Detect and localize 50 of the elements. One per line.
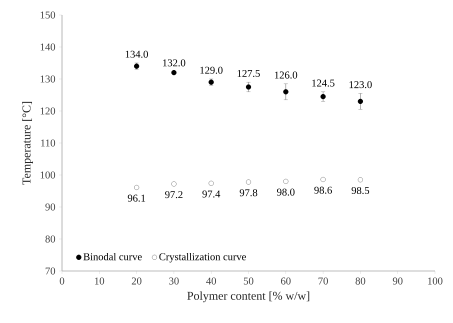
legend-label: Crystallization curve xyxy=(159,252,246,262)
y-tick-label: 120 xyxy=(40,107,56,115)
x-tick-label: 30 xyxy=(169,278,179,285)
y-tick-label: 150 xyxy=(40,11,56,19)
data-label: 98.0 xyxy=(277,188,295,196)
legend-label: Binodal curve xyxy=(83,252,142,260)
y-tick-label: 70 xyxy=(46,267,56,275)
point xyxy=(320,94,326,100)
point xyxy=(283,89,288,94)
x-tick-label: 90 xyxy=(392,278,403,285)
point xyxy=(283,178,288,184)
point xyxy=(134,184,140,190)
x-axis-title: Polymer content [% w/w] xyxy=(187,291,310,302)
data-label: 126.0 xyxy=(274,72,298,79)
data-label: 132.0 xyxy=(163,59,186,66)
data-label: 98.5 xyxy=(352,186,370,194)
x-tick-label: 70 xyxy=(318,278,328,285)
data-label: 97.8 xyxy=(240,189,258,196)
x-tick-label: 60 xyxy=(281,278,291,285)
y-tick-label: 100 xyxy=(40,171,56,179)
x-tick-label: 50 xyxy=(244,278,254,285)
data-label: 123.0 xyxy=(350,81,372,88)
y-tick-label: 110 xyxy=(41,139,56,147)
x-tick-label: 0 xyxy=(60,278,64,285)
point xyxy=(320,176,326,182)
y-tick-label: 80 xyxy=(45,235,56,243)
point xyxy=(358,98,364,104)
y-tick-label: 130 xyxy=(40,75,56,83)
data-label: 127.5 xyxy=(238,70,260,78)
y-tick-label: 90 xyxy=(45,203,56,211)
point xyxy=(246,179,252,185)
x-tick-label: 100 xyxy=(428,278,442,285)
y-axis-title: Temperature [°C] xyxy=(22,102,33,185)
x-tick-label: 10 xyxy=(94,278,104,285)
data-label: 97.2 xyxy=(165,191,182,198)
point xyxy=(171,181,177,187)
data-label: 96.1 xyxy=(128,194,146,202)
point xyxy=(246,84,252,90)
point xyxy=(358,177,364,182)
point xyxy=(171,70,177,76)
x-tick-label: 80 xyxy=(356,278,366,285)
data-label: 124.5 xyxy=(312,80,334,87)
x-tick-label: 20 xyxy=(132,278,142,285)
data-label: 97.4 xyxy=(202,190,220,198)
point xyxy=(208,180,214,186)
data-label: 134.0 xyxy=(126,50,148,58)
x-tick-label: 40 xyxy=(206,278,216,285)
y-tick-label: 140 xyxy=(40,43,56,51)
data-label: 129.0 xyxy=(200,66,223,74)
data-label: 98.6 xyxy=(314,186,332,194)
